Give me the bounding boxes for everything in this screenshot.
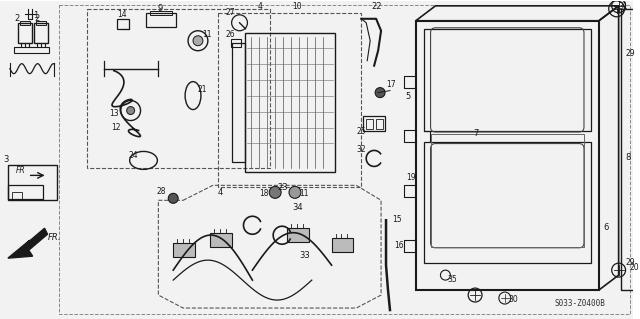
Circle shape xyxy=(375,88,385,98)
Text: 29: 29 xyxy=(625,258,635,267)
Bar xyxy=(8,185,43,199)
Text: FR: FR xyxy=(16,167,26,175)
Text: 3: 3 xyxy=(3,155,8,164)
Circle shape xyxy=(193,36,203,46)
Text: 24: 24 xyxy=(129,152,138,160)
Text: S033-Z0400B: S033-Z0400B xyxy=(554,299,605,308)
Bar xyxy=(287,228,309,242)
Bar xyxy=(20,21,29,25)
Text: 5: 5 xyxy=(406,92,411,100)
Text: 19: 19 xyxy=(406,173,415,182)
Bar xyxy=(431,134,584,247)
Bar xyxy=(246,33,335,172)
Bar xyxy=(173,243,195,257)
Text: 21: 21 xyxy=(198,85,207,93)
Bar xyxy=(8,166,58,200)
Text: 14: 14 xyxy=(116,10,127,19)
Bar xyxy=(150,11,172,15)
Polygon shape xyxy=(8,228,47,258)
Text: 12: 12 xyxy=(111,123,120,132)
Bar xyxy=(18,23,31,43)
Circle shape xyxy=(289,186,301,198)
Bar xyxy=(366,119,373,129)
Text: 2: 2 xyxy=(35,14,40,23)
Bar xyxy=(621,9,639,290)
Text: 23: 23 xyxy=(277,183,288,192)
Text: 6: 6 xyxy=(604,223,609,232)
Text: 20: 20 xyxy=(630,263,639,272)
Bar xyxy=(230,39,241,47)
Text: FR.: FR. xyxy=(47,233,61,242)
Bar xyxy=(218,13,361,187)
Text: 16: 16 xyxy=(394,241,404,250)
Bar xyxy=(147,13,176,27)
Bar xyxy=(116,19,129,29)
Bar xyxy=(12,192,22,200)
Text: 27: 27 xyxy=(226,8,236,17)
Text: 4: 4 xyxy=(218,188,223,197)
Text: 30: 30 xyxy=(509,295,518,304)
Text: 25: 25 xyxy=(356,128,366,137)
Text: 31: 31 xyxy=(619,2,628,11)
Text: 2: 2 xyxy=(15,14,20,23)
Text: 1: 1 xyxy=(33,11,38,20)
Bar xyxy=(376,119,383,129)
Text: 34: 34 xyxy=(292,203,303,212)
Bar xyxy=(34,23,47,43)
Text: 11: 11 xyxy=(202,30,211,39)
Bar xyxy=(14,47,49,53)
Text: 22: 22 xyxy=(371,2,381,11)
Bar xyxy=(416,21,599,290)
Text: 9: 9 xyxy=(157,4,163,13)
Text: 15: 15 xyxy=(392,215,401,224)
Text: 29: 29 xyxy=(625,49,635,58)
Bar xyxy=(424,142,591,263)
Bar xyxy=(210,233,232,247)
Text: 8: 8 xyxy=(625,153,631,162)
Text: 18: 18 xyxy=(259,189,269,198)
Text: 10: 10 xyxy=(292,2,301,11)
Bar xyxy=(364,115,385,131)
Text: 33: 33 xyxy=(299,251,310,260)
Text: 32: 32 xyxy=(356,145,366,154)
Text: 26: 26 xyxy=(226,30,236,39)
Circle shape xyxy=(127,107,134,115)
Text: 17: 17 xyxy=(386,80,396,89)
Circle shape xyxy=(269,186,281,198)
Bar xyxy=(332,238,353,252)
Circle shape xyxy=(168,193,178,203)
Bar xyxy=(232,43,246,162)
Text: 7: 7 xyxy=(473,130,479,138)
Text: 11: 11 xyxy=(299,189,308,198)
Text: 28: 28 xyxy=(156,187,166,196)
Bar xyxy=(87,9,270,168)
Text: 35: 35 xyxy=(447,275,457,284)
Text: 13: 13 xyxy=(109,108,118,117)
Text: 4: 4 xyxy=(257,2,262,11)
Bar xyxy=(36,21,45,25)
Bar xyxy=(424,29,591,131)
